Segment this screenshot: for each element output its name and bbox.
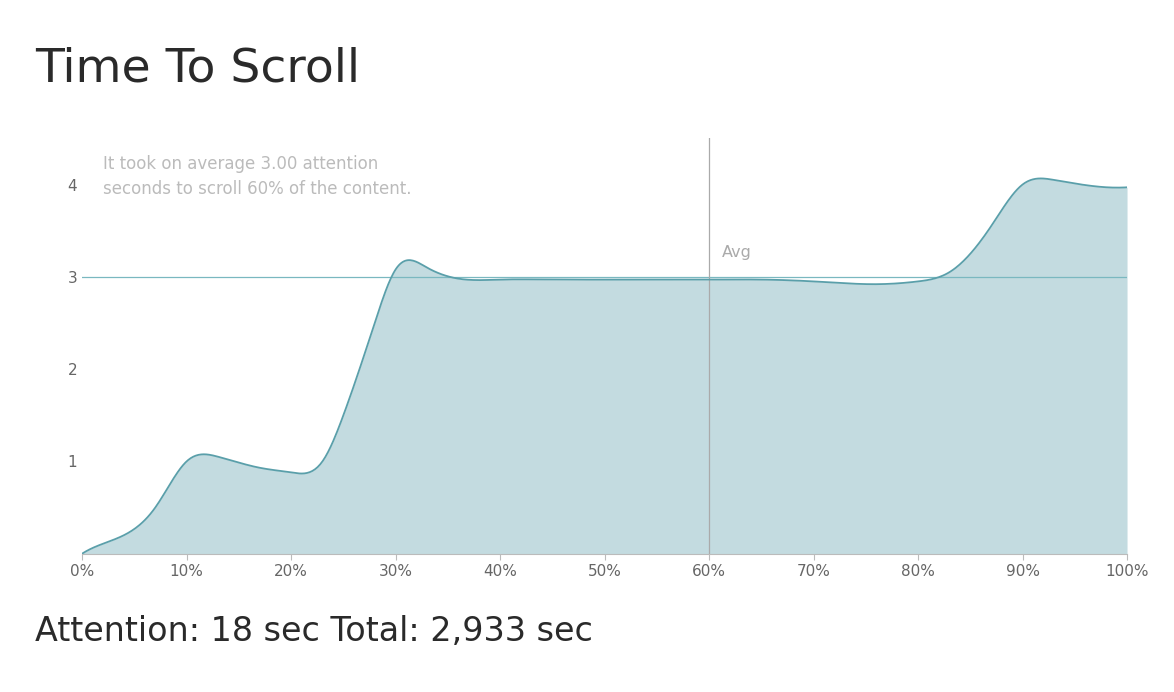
Text: Attention: 18 sec Total: 2,933 sec: Attention: 18 sec Total: 2,933 sec bbox=[35, 615, 593, 648]
Text: Avg: Avg bbox=[722, 245, 751, 260]
Text: seconds to scroll 60% of the content.: seconds to scroll 60% of the content. bbox=[103, 180, 412, 198]
Text: Time To Scroll: Time To Scroll bbox=[35, 46, 360, 92]
Text: It took on average 3.00 attention: It took on average 3.00 attention bbox=[103, 155, 378, 173]
